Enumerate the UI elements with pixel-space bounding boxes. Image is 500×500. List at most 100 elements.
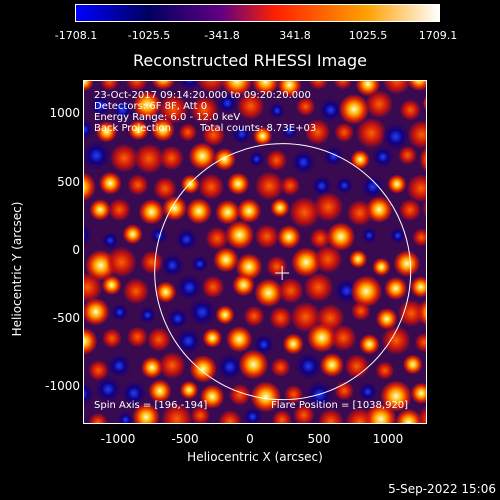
image-blob xyxy=(397,299,425,327)
colorbar-tick-label: 341.8 xyxy=(279,29,311,42)
image-blob xyxy=(108,198,131,222)
image-blob xyxy=(360,226,379,245)
image-blob xyxy=(161,403,193,423)
image-blob xyxy=(151,81,176,91)
image-blob xyxy=(120,379,148,407)
y-tick-label: -1000 xyxy=(45,379,80,393)
image-blob xyxy=(398,145,417,165)
image-blob xyxy=(140,250,164,274)
image-blob xyxy=(215,199,241,225)
image-blob xyxy=(174,326,203,356)
x-axis-label: Heliocentric X (arcsec) xyxy=(187,450,323,464)
image-title: Reconstructed RHESSI Image xyxy=(133,51,367,70)
image-blob xyxy=(230,123,253,145)
image-blob xyxy=(398,198,422,222)
image-blob xyxy=(399,99,421,121)
image-blob xyxy=(202,123,225,147)
image-blob xyxy=(380,121,411,152)
colorbar-tick-label: -1708.1 xyxy=(54,29,98,42)
image-blob xyxy=(174,227,199,252)
image-blob xyxy=(110,97,135,122)
image-blob xyxy=(319,352,345,378)
spin-axis-crosshair xyxy=(275,266,290,280)
image-blob xyxy=(371,145,395,169)
image-blob xyxy=(159,145,184,171)
image-blob xyxy=(253,126,273,146)
image-blob xyxy=(106,352,133,379)
image-blob xyxy=(159,252,186,279)
image-blob xyxy=(89,199,111,221)
image-blob xyxy=(122,224,143,245)
image-blob xyxy=(215,305,235,325)
image-blob xyxy=(364,403,397,423)
x-tick-label: -500 xyxy=(171,432,199,446)
image-blob xyxy=(270,357,291,377)
image-blob xyxy=(406,174,426,203)
image-blob xyxy=(84,298,110,326)
image-pattern xyxy=(84,81,426,423)
image-blob xyxy=(349,250,368,269)
image-blob xyxy=(84,327,98,355)
image-blob xyxy=(250,381,282,413)
image-blob xyxy=(333,81,353,90)
image-blob xyxy=(226,326,253,353)
image-blob xyxy=(100,81,119,91)
image-blob xyxy=(101,275,122,295)
image-blob xyxy=(190,95,219,125)
image-blob xyxy=(309,228,331,249)
image-blob xyxy=(308,81,329,90)
image-blob xyxy=(365,196,393,223)
image-blob xyxy=(215,352,245,382)
y-tick-label: 1000 xyxy=(49,106,80,120)
colorbar-tick-label: 1025.5 xyxy=(348,29,388,42)
image-blob xyxy=(254,278,283,308)
colorbar-tick-label: 1709.1 xyxy=(418,29,458,42)
y-tick-label: 0 xyxy=(72,243,80,257)
image-blob xyxy=(93,375,123,404)
image-blob xyxy=(277,81,302,97)
image-blob xyxy=(133,143,165,174)
image-blob xyxy=(180,174,200,194)
image-blob xyxy=(344,354,370,379)
image-blob xyxy=(313,244,343,274)
image-blob xyxy=(425,358,426,369)
image-blob xyxy=(176,81,203,92)
colorbar xyxy=(75,4,440,22)
plot-svg xyxy=(84,81,426,423)
image-blob xyxy=(372,257,391,277)
image-blob xyxy=(227,172,250,195)
x-tick-label: 1000 xyxy=(372,432,404,446)
image-blob xyxy=(407,81,426,91)
image-blob xyxy=(88,93,113,118)
image-blob xyxy=(407,120,426,150)
image-blob xyxy=(304,119,331,145)
image-blob xyxy=(282,333,304,355)
image-blob xyxy=(317,96,344,124)
image-blob xyxy=(179,380,199,400)
image-blob xyxy=(218,409,242,423)
image-blob xyxy=(158,94,189,125)
image-blob xyxy=(109,143,139,173)
image-blob xyxy=(414,332,426,353)
image-blob xyxy=(422,96,426,111)
x-tick-label: 0 xyxy=(246,432,254,446)
image-blob xyxy=(84,172,96,202)
image-blob xyxy=(178,123,197,142)
y-axis-label: Heliocentric Y (arcsec) xyxy=(10,201,24,337)
image-blob xyxy=(265,149,288,171)
image-blob xyxy=(140,356,163,379)
image-blob xyxy=(269,306,293,330)
image-blob xyxy=(84,272,103,303)
image-blob xyxy=(416,406,426,423)
image-blob xyxy=(205,226,229,250)
image-blob xyxy=(132,403,160,423)
image-blob xyxy=(138,199,165,225)
image-blob xyxy=(382,81,412,95)
image-blob xyxy=(106,246,137,278)
image-blob xyxy=(334,122,354,143)
image-blob xyxy=(138,305,158,325)
image-blob xyxy=(95,121,118,143)
image-blob xyxy=(84,118,95,141)
image-blob xyxy=(393,250,421,277)
image-blob xyxy=(247,149,266,169)
